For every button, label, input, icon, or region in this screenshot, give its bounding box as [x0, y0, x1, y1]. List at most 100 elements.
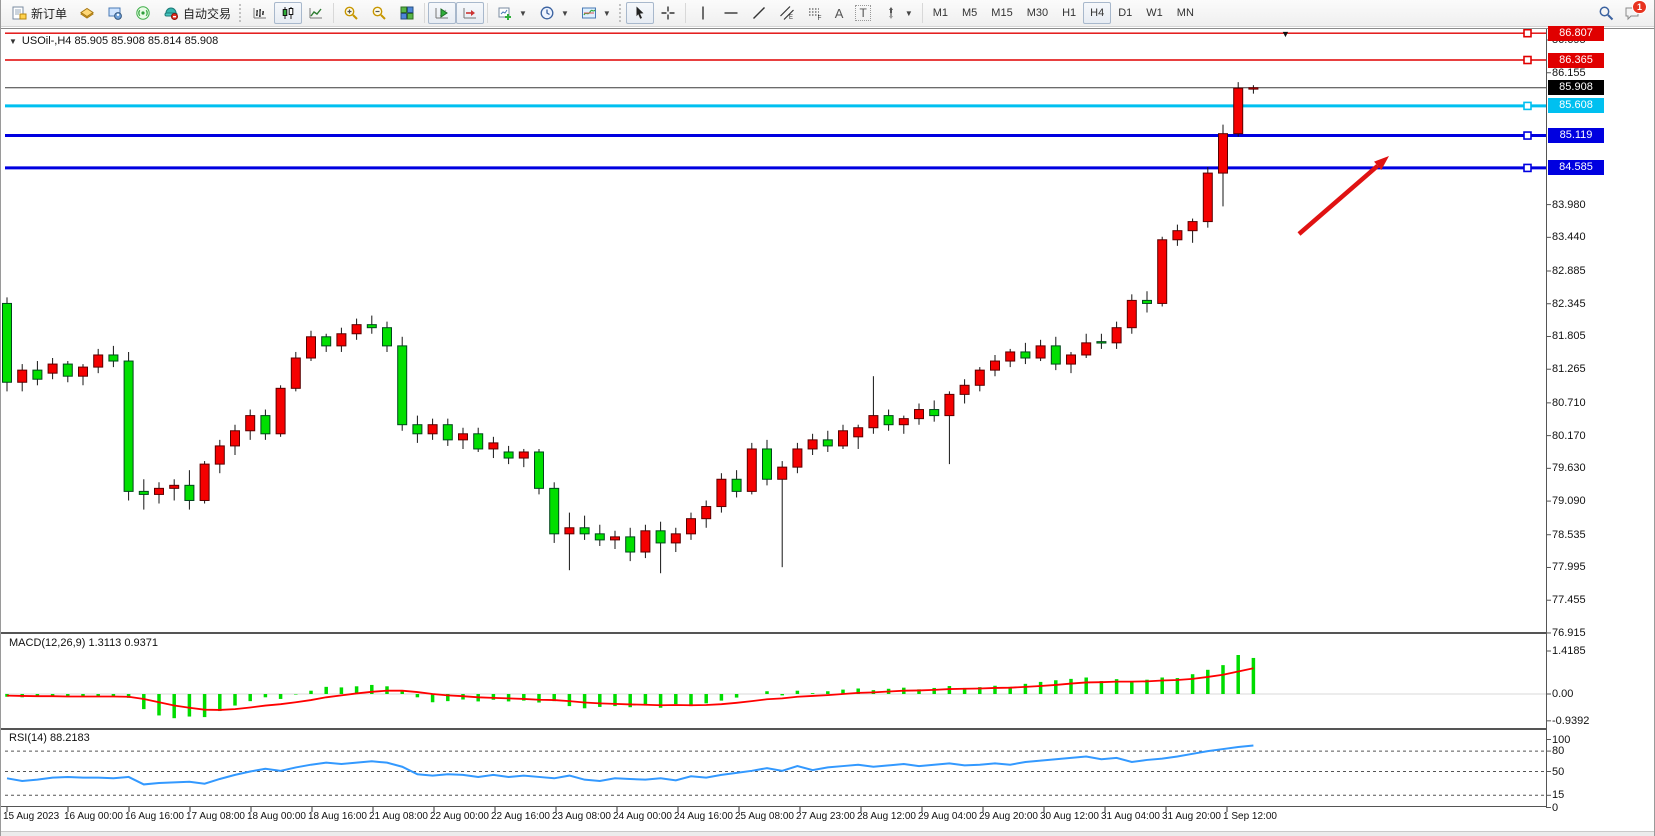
candle-body — [655, 530, 666, 544]
chart-title-bar: ▼ USOil-,H4 85.905 85.908 85.814 85.908 — [9, 35, 218, 47]
navigator-button[interactable] — [101, 2, 129, 24]
price-tick-label: 83.440 — [1552, 231, 1586, 244]
candle-body — [564, 527, 575, 535]
price-tick-label: 79.630 — [1552, 462, 1586, 475]
chart-window[interactable]: ▼ USOil-,H4 85.905 85.908 85.814 85.908 … — [1, 25, 1655, 832]
zoom-in-button[interactable] — [337, 2, 365, 24]
search-icon[interactable] — [1598, 5, 1614, 21]
tile-windows-icon — [399, 5, 415, 21]
trendline-tool-button[interactable] — [745, 2, 773, 24]
tf-m5-button[interactable]: M5 — [962, 7, 978, 19]
auto-scroll-button[interactable] — [428, 2, 457, 24]
tf-d1-button[interactable]: D1 — [1118, 7, 1133, 19]
channel-tool-button[interactable]: E — [773, 2, 801, 24]
time-axis-label: 22 Aug 16:00 — [491, 811, 550, 822]
candle-body — [1005, 351, 1016, 362]
crosshair-button[interactable] — [654, 2, 682, 24]
auto-scroll-icon — [434, 5, 450, 21]
tile-windows-button[interactable] — [393, 2, 421, 24]
pane-separator-rsi[interactable] — [1, 728, 1546, 730]
candle-body — [260, 415, 271, 435]
candle-body — [883, 415, 894, 426]
candle-body — [275, 387, 286, 435]
market-watch-button[interactable] — [73, 2, 101, 24]
price-line-badge-85.908: 85.908 — [1548, 80, 1604, 96]
candle-body — [306, 336, 316, 359]
time-axis-label: 17 Aug 08:00 — [186, 811, 245, 822]
candle-body — [792, 448, 803, 468]
notifications-chat-icon[interactable]: 1 — [1624, 0, 1647, 21]
label-tool-icon: T — [855, 5, 871, 21]
text-tool-button[interactable]: A — [829, 2, 850, 24]
candle-chart-button[interactable] — [274, 2, 303, 24]
candle-chart-icon — [280, 5, 296, 21]
equidistant-channel-icon: E — [779, 5, 795, 21]
collapse-chart-icon[interactable]: ▼ — [9, 36, 17, 46]
candle-body — [838, 430, 848, 447]
time-axis-label: 29 Aug 04:00 — [918, 811, 977, 822]
candle-body — [123, 360, 134, 492]
price-tick-label: 86.155 — [1552, 66, 1586, 79]
candle-body — [610, 536, 620, 541]
zoom-out-button[interactable] — [365, 2, 393, 24]
bar-chart-icon — [252, 5, 268, 21]
hline-handle[interactable] — [1523, 101, 1532, 111]
indicator-axis-label: 0.00 — [1552, 688, 1574, 700]
vline-tool-button[interactable] — [689, 2, 717, 24]
tf-mn-button[interactable]: MN — [1176, 7, 1194, 19]
candle-body — [670, 533, 681, 544]
hline-handle[interactable] — [1523, 29, 1532, 38]
candle-body — [412, 424, 423, 435]
candle-body — [716, 478, 727, 508]
tf-m30-button[interactable]: M30 — [1026, 7, 1049, 19]
price-line-badge-86.807: 86.807 — [1548, 25, 1604, 41]
auto-trading-button[interactable]: 自动交易 — [157, 2, 237, 24]
auto-trading-label: 自动交易 — [183, 6, 232, 21]
tf-w1-button[interactable]: W1 — [1146, 7, 1163, 19]
hline-handle[interactable] — [1523, 131, 1532, 140]
price-tick-label: 79.090 — [1552, 495, 1586, 508]
dropdown-arrow-icon: ▼ — [602, 8, 611, 18]
cursor-button[interactable] — [625, 2, 654, 24]
chart-canvas[interactable] — [1, 29, 1655, 832]
hline-tool-button[interactable] — [717, 2, 745, 24]
trend-arrow-shaft[interactable] — [1297, 164, 1380, 236]
hline-handle[interactable] — [1523, 55, 1532, 65]
bar-chart-button[interactable] — [246, 2, 274, 24]
timeframe-group: M1 M5 M15 M30 H1 H4 D1 W1 MN — [926, 2, 1201, 24]
toolbar-grip — [239, 4, 242, 22]
tf-m15-button[interactable]: M15 — [991, 7, 1013, 19]
chart-shift-button[interactable] — [456, 2, 485, 24]
price-tick-label: 80.170 — [1552, 429, 1586, 442]
candle-body — [777, 466, 788, 480]
candle-body — [427, 424, 438, 435]
signals-button[interactable] — [129, 2, 157, 24]
candle-body — [2, 302, 12, 383]
candle-body — [686, 518, 696, 535]
time-axis-label: 21 Aug 08:00 — [369, 811, 428, 822]
templates-button[interactable]: ▼ — [575, 2, 617, 24]
text-tool-icon: A — [834, 5, 844, 21]
tf-h4-button[interactable]: H4 — [1083, 2, 1112, 24]
chart-title: USOil-,H4 85.905 85.908 85.814 85.908 — [21, 35, 219, 47]
tf-h1-button[interactable]: H1 — [1062, 7, 1077, 19]
periods-button[interactable]: ▼ — [533, 2, 575, 24]
pane-separator-macd[interactable] — [1, 632, 1546, 634]
new-chart-button[interactable]: ▼ — [491, 2, 533, 24]
price-tick-label: 83.980 — [1552, 198, 1586, 211]
fibonacci-tool-button[interactable]: F — [801, 2, 829, 24]
tf-m1-button[interactable]: M1 — [932, 7, 949, 19]
line-chart-button[interactable] — [302, 2, 330, 24]
time-axis-label: 1 Sep 12:00 — [1223, 811, 1277, 822]
new-order-button[interactable]: 新订单 — [5, 2, 73, 24]
hline-handle[interactable] — [1523, 163, 1532, 173]
candle-body — [822, 439, 833, 447]
label-tool-button[interactable]: T — [849, 2, 876, 24]
trend-arrow-head[interactable] — [1374, 156, 1389, 170]
candle-body — [290, 357, 301, 389]
shapes-button[interactable]: ▼ — [877, 2, 919, 24]
rsi-line — [6, 744, 1254, 786]
candle-body — [78, 366, 88, 377]
chart-shift-marker[interactable]: ▼ — [1281, 29, 1290, 39]
candle-body — [929, 409, 940, 417]
